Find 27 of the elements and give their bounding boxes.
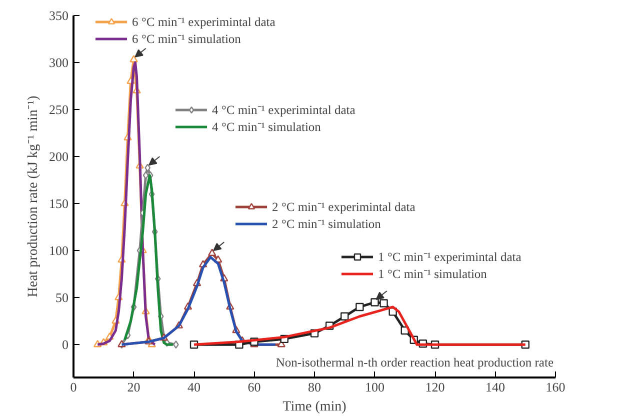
- y-tick-label: 200: [49, 149, 68, 164]
- x-tick-label: 40: [188, 380, 200, 394]
- legend-label: 4 °C min⁻¹ simulation: [212, 119, 321, 135]
- x-tick-label: 140: [486, 380, 505, 394]
- y-tick-label: 150: [49, 196, 68, 212]
- y-tick-label: 350: [49, 8, 68, 23]
- y-tick-label: 50: [56, 290, 68, 306]
- y-axis-title: Heat production rate (kJ kg⁻¹ min⁻¹): [26, 95, 41, 298]
- legend-label: 6 °C min⁻¹ experimintal data: [132, 14, 276, 30]
- y-tick-label: 300: [49, 55, 68, 70]
- legend-label: 4 °C min⁻¹ experimintal data: [212, 102, 356, 118]
- legend-label: 1 °C min⁻¹ simulation: [378, 266, 487, 282]
- x-tick-label: 120: [425, 380, 445, 394]
- x-tick-label: 160: [546, 380, 566, 394]
- annotation: Non-isothermal n-th order reaction heat production rate: [276, 356, 554, 370]
- x-tick-label: 60: [248, 380, 261, 394]
- y-tick-label: 250: [49, 102, 68, 118]
- x-tick-label: 80: [308, 380, 321, 394]
- y-tick-label: 0: [62, 337, 68, 352]
- legend-label: 2 °C min⁻¹ experimintal data: [272, 199, 416, 215]
- x-tick-label: 20: [127, 380, 140, 394]
- x-tick-label: 100: [365, 380, 384, 394]
- x-axis-title: Time (min): [282, 400, 347, 414]
- legend-label: 2 °C min⁻¹ simulation: [272, 216, 381, 232]
- legend-label: 1 °C min⁻¹ experimintal data: [378, 249, 522, 265]
- y-tick-label: 100: [49, 243, 68, 258]
- legend-label: 6 °C min⁻¹ simulation: [132, 31, 241, 47]
